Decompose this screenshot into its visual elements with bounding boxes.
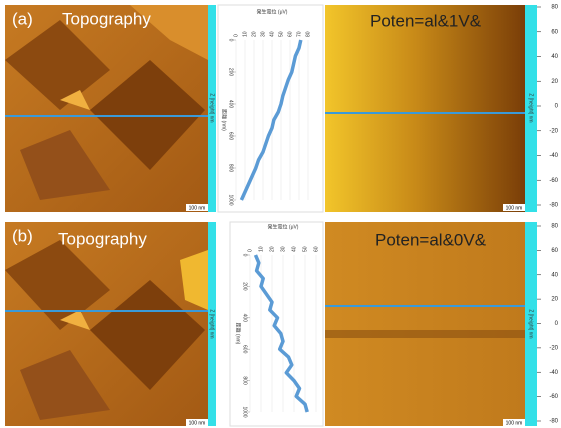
y-tick-label: 0: [233, 34, 239, 37]
figure: (a) Topography 100 nm Z [height] nm Pote…: [0, 0, 561, 428]
colorbar-tick-label: 40: [551, 54, 558, 60]
x-tick-label: 0: [228, 39, 234, 42]
y-tick-label: 50: [278, 31, 284, 37]
x-tick-label: 200: [242, 282, 248, 291]
colorbar-tick-label: 20: [551, 297, 558, 303]
x-tick-label: 600: [242, 345, 248, 354]
x-tick-label: 400: [228, 100, 234, 109]
y-tick-label: 10: [258, 246, 264, 252]
colorbar-tick-label: 80: [551, 5, 558, 11]
colorbar-tick-label: -80: [549, 419, 558, 425]
z-label: Z [height] nm: [209, 93, 215, 122]
colorbar-tick-label: 60: [551, 248, 558, 254]
colorbar-tick-label: 0: [555, 104, 559, 110]
topography-label: Topography: [62, 9, 151, 28]
scale-bar-label: 100 nm: [506, 205, 523, 211]
colorbar-tick-label: -80: [549, 203, 558, 209]
y-tick-label: 50: [302, 246, 308, 252]
colorbar-tick-label: 60: [551, 29, 558, 35]
colorbar-tick-label: 0: [555, 321, 559, 327]
x-tick-label: 800: [228, 164, 234, 173]
x-tick-label: 0: [242, 254, 248, 257]
scale-bar-label: 100 nm: [189, 205, 206, 211]
y-tick-label: 0: [247, 249, 253, 252]
scale-bar-label: 100 nm: [189, 420, 206, 426]
y-tick-label: 10: [242, 31, 248, 37]
colorbar-ticks: 80 60 40 20 0 -20 -40 -60 -80: [537, 5, 559, 209]
colorbar-tick-label: 40: [551, 272, 558, 278]
x-tick-label: 1000: [242, 406, 248, 417]
y-tick-label: 70: [296, 31, 302, 37]
y-tick-label: 60: [313, 246, 319, 252]
colorbar-tick-label: 20: [551, 79, 558, 85]
potential-image: [325, 5, 525, 212]
topography-label: Topography: [58, 229, 147, 248]
chart-title: 発生電位 (μV): [257, 8, 288, 15]
potential-label: Poten=al&1V&: [370, 11, 482, 30]
z-label: Z [height] nm: [209, 309, 215, 338]
x-axis-label: 距離 (nm): [221, 109, 228, 131]
x-tick-label: 1000: [228, 194, 234, 205]
z-label: Z [height] nm: [528, 93, 534, 122]
potential-label: Poten=al&0V&: [375, 230, 487, 249]
x-tick-label: 400: [242, 314, 248, 323]
colorbar-tick-label: -40: [549, 153, 558, 159]
y-tick-label: 80: [305, 31, 311, 37]
y-tick-label: 40: [291, 246, 297, 252]
colorbar-tick-label: -20: [549, 128, 558, 134]
y-tick-label: 30: [280, 246, 286, 252]
y-tick-label: 40: [269, 31, 275, 37]
x-tick-label: 200: [228, 68, 234, 77]
panel-label: (b): [12, 226, 33, 245]
colorbar-tick-label: -40: [549, 370, 558, 376]
panel-label: (a): [12, 9, 33, 28]
chart-title: 発生電位 (μV): [268, 223, 299, 230]
y-tick-label: 20: [251, 31, 257, 37]
z-label: Z [height] nm: [528, 309, 534, 338]
y-tick-label: 20: [269, 246, 275, 252]
colorbar-tick-label: 80: [551, 224, 558, 230]
colorbar-tick-label: -60: [549, 178, 558, 184]
x-tick-label: 800: [242, 376, 248, 385]
y-tick-label: 60: [287, 31, 293, 37]
colorbar-ticks: 80 60 40 20 0 -20 -40 -60 -80: [537, 224, 559, 425]
y-tick-label: 30: [260, 31, 266, 37]
noise-band: [325, 330, 525, 338]
x-axis-label: 距離 (nm): [235, 323, 242, 345]
scale-bar-label: 100 nm: [506, 420, 523, 426]
colorbar-tick-label: -20: [549, 345, 558, 351]
x-tick-label: 600: [228, 132, 234, 141]
colorbar-tick-label: -60: [549, 394, 558, 400]
potential-image: [325, 222, 525, 426]
